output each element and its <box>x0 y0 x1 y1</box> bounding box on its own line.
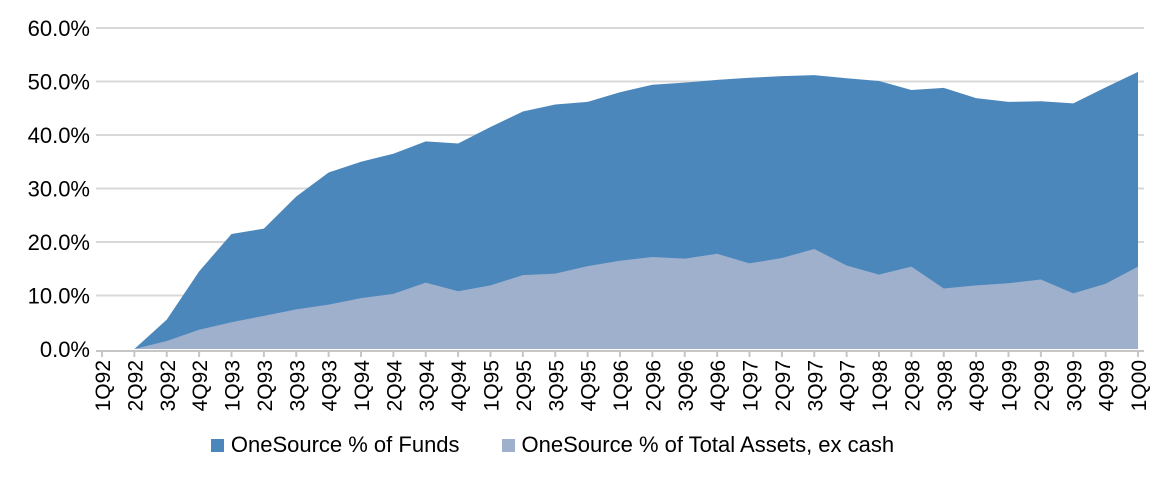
legend-item-assets: OneSource % of Total Assets, ex cash <box>501 432 895 458</box>
legend-item-funds: OneSource % of Funds <box>210 432 460 458</box>
x-axis-label: 3Q92 <box>157 360 180 411</box>
y-axis-label: 20.0% <box>28 230 90 255</box>
x-axis-label: 3Q99 <box>1063 360 1086 411</box>
legend-label-funds: OneSource % of Funds <box>230 432 460 457</box>
x-axis-label: 3Q97 <box>804 360 827 411</box>
x-axis-label: 4Q95 <box>578 360 601 411</box>
x-axis-label: 2Q97 <box>772 360 795 411</box>
x-axis-label: 1Q99 <box>999 360 1022 411</box>
x-axis-label: 3Q96 <box>675 360 698 411</box>
x-axis-label: 1Q94 <box>351 360 374 412</box>
x-axis-label: 1Q98 <box>869 360 892 411</box>
y-axis-label: 50.0% <box>28 70 90 95</box>
x-axis-label: 4Q92 <box>189 360 212 411</box>
x-axis-label: 3Q93 <box>286 360 309 411</box>
chart-legend: OneSource % of Funds OneSource % of Tota… <box>0 432 1105 458</box>
x-axis-label: 1Q93 <box>222 360 245 411</box>
x-axis-labels: 1Q92 2Q92 3Q92 4Q92 1Q93 2Q93 3Q93 4Q93 1Q94 2Q94… <box>92 360 1151 412</box>
x-axis-label: 2Q94 <box>383 360 406 412</box>
x-axis-label: 3Q98 <box>934 360 957 411</box>
x-axis-label: 4Q99 <box>1096 360 1119 411</box>
x-axis-label: 2Q96 <box>642 360 665 411</box>
y-axis-labels: 0.0% 10.0% 20.0% 30.0% 40.0% 50.0% 60.0% <box>28 16 90 362</box>
x-axis-label: 1Q92 <box>92 360 115 411</box>
x-axis-label: 2Q99 <box>1031 360 1054 411</box>
y-axis-label: 60.0% <box>28 16 90 41</box>
x-axis-label: 4Q98 <box>966 360 989 411</box>
x-axis-label: 1Q96 <box>610 360 633 411</box>
x-axis-label: 4Q94 <box>448 360 471 412</box>
y-axis-label: 0.0% <box>40 337 90 362</box>
x-axis-label: 4Q96 <box>707 360 730 411</box>
y-axis-label: 30.0% <box>28 177 90 202</box>
x-axis <box>96 350 1144 357</box>
area-series-1 <box>102 248 1138 349</box>
legend-swatch-funds <box>210 438 224 452</box>
legend-label-assets: OneSource % of Total Assets, ex cash <box>521 432 895 457</box>
x-axis-label: 2Q95 <box>513 360 536 411</box>
x-axis-label: 4Q97 <box>837 360 860 411</box>
x-axis-label: 1Q95 <box>481 360 504 411</box>
x-axis-label: 3Q94 <box>416 360 439 412</box>
x-axis-label: 2Q92 <box>124 360 147 411</box>
x-axis-label: 1Q97 <box>740 360 763 411</box>
x-axis-label: 3Q95 <box>545 360 568 411</box>
x-axis-label: 1Q00 <box>1128 360 1151 411</box>
x-axis-label: 2Q93 <box>254 360 277 411</box>
x-axis-label: 4Q93 <box>319 360 342 411</box>
y-axis-label: 40.0% <box>28 123 90 148</box>
x-axis-label: 2Q98 <box>901 360 924 411</box>
legend-swatch-assets <box>501 438 515 452</box>
y-axis-label: 10.0% <box>28 284 90 309</box>
area-series <box>102 71 1138 350</box>
